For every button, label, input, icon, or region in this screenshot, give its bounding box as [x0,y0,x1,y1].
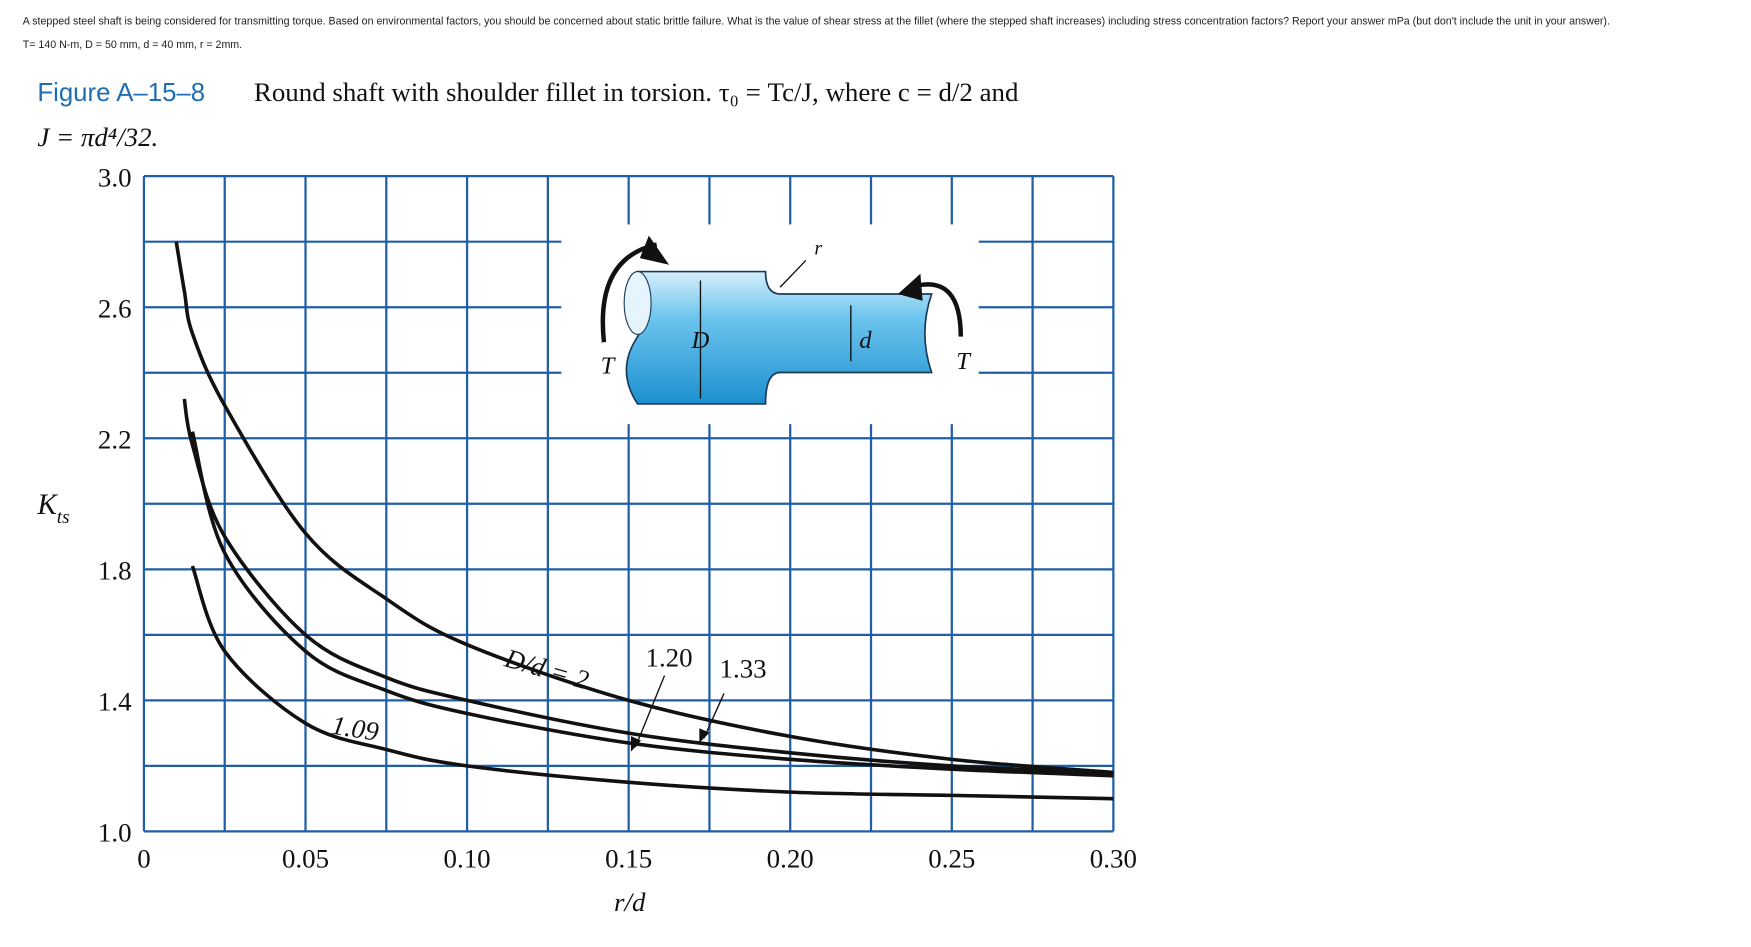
question-given: T= 140 N-m, D = 50 mm, d = 40 mm, r = 2m… [23,39,242,51]
y-tick-label: 3.0 [98,162,132,192]
leader-line [634,675,666,748]
figure-caption: Round shaft with shoulder fillet in tors… [254,77,1019,107]
diagram-label: D [691,327,710,354]
x-tick-label: 0.10 [444,843,491,873]
y-tick-label: 2.6 [98,293,132,323]
diagram-label: T [601,353,617,380]
curve-label: 1.20 [645,642,692,672]
curve-label: D/d = 2 [501,643,592,696]
curve [190,565,1114,801]
figure-caption: J = πd⁴/32. [37,122,158,152]
arrow-head [699,728,710,743]
y-tick-label: 1.4 [98,686,132,716]
diagram-label: d [859,327,872,354]
plot: 0 0.05 0.10 0.15 0.20 0.25 0.30 3.0 2.6 2.2 1.8 1.4… [36,162,1137,917]
x-tick-label: 0.05 [282,843,329,873]
curve-label: 1.09 [330,710,382,747]
arrow-head [639,235,670,265]
arrow-head [630,736,641,752]
x-axis-label: r/d [614,887,646,917]
curve [190,431,1114,778]
leader-line [703,693,725,739]
curve-label: 1.33 [720,654,767,684]
arrow-head [897,273,923,301]
shaft-end [623,270,652,335]
x-tick-label: 0.15 [605,843,652,873]
question-text: A stepped steel shaft is being considere… [23,16,1610,28]
shaft-diagram: T T D d r [561,224,979,425]
x-tick-label: 0 [137,843,150,873]
torque-arrow [914,282,964,337]
y-tick-label: 2.2 [98,424,132,454]
y-tick-label: 1.8 [98,555,132,585]
curve [182,398,1114,775]
figure-label: Figure A–15–8 [37,79,205,107]
y-axis-label: Kts [36,489,69,528]
x-tick-label: 0.25 [928,843,975,873]
x-tick-label: 0.20 [767,843,814,873]
y-axis-label-main: K [36,489,58,521]
curve [174,241,1114,775]
y-axis-label-sub: ts [57,507,70,528]
diagram-label: r [814,238,822,260]
leader-line [779,259,807,288]
y-tick-label: 1.0 [98,818,132,848]
diagram-label: T [956,348,972,375]
x-tick-label: 0.30 [1090,843,1137,873]
